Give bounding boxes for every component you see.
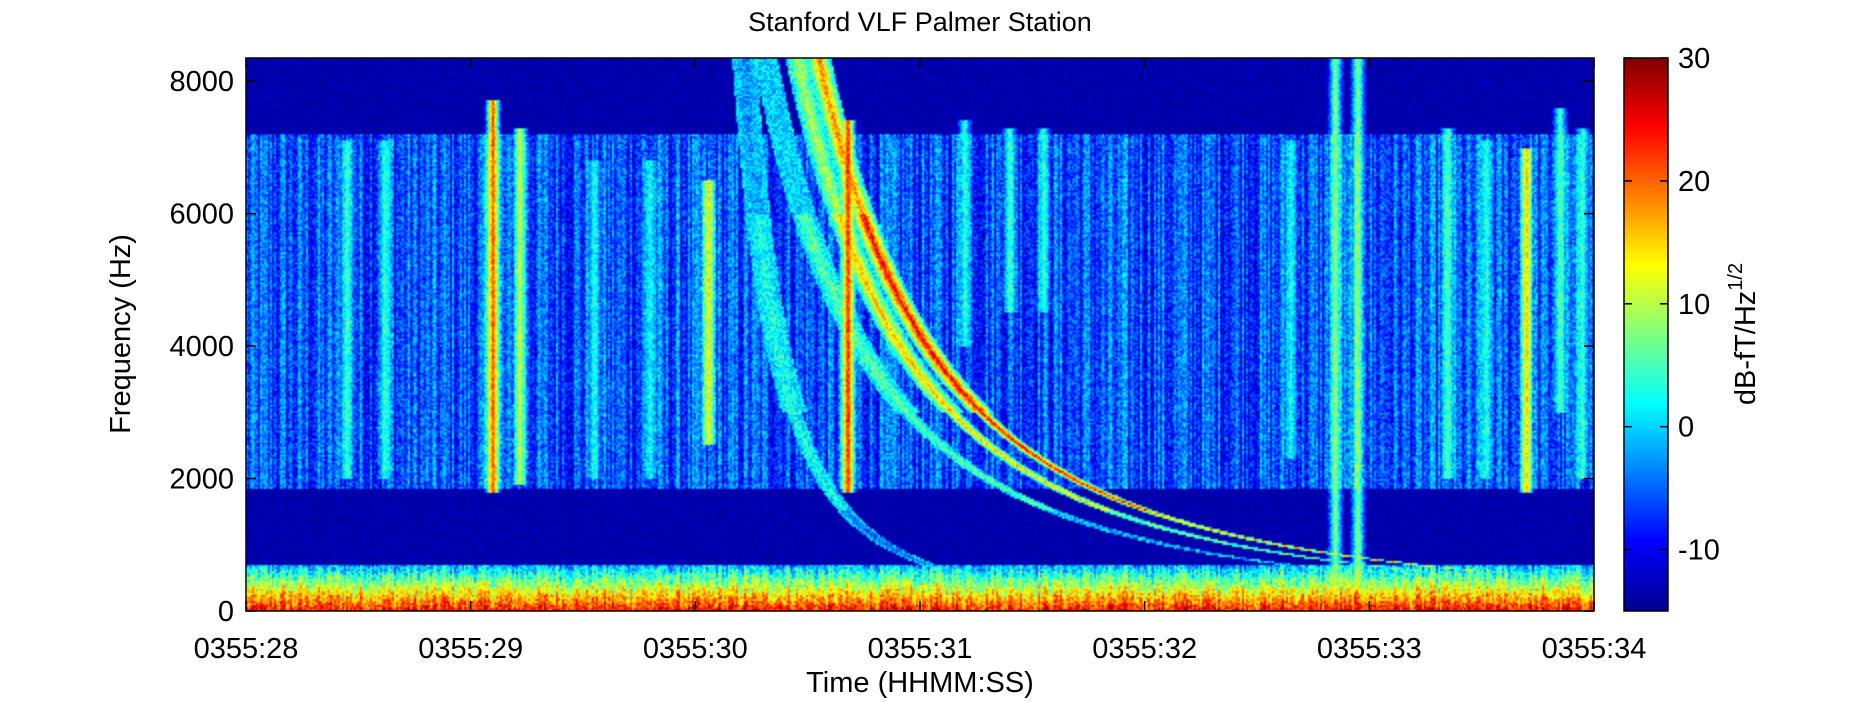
x-tick-label: 0355:29	[418, 633, 523, 665]
colorbar-tick-label: 10	[1678, 289, 1710, 321]
colorbar: -10 0 10 20 30 dB-fT/Hz1/2	[1623, 43, 1762, 612]
spectrogram-image	[246, 58, 1594, 611]
x-tick-label: 0355:30	[643, 633, 748, 665]
x-axis-label: Time (HHMM:SS)	[806, 667, 1034, 699]
x-tick-label: 0355:31	[868, 633, 973, 665]
colorbar-label: dB-fT/Hz1/2	[1725, 263, 1762, 405]
y-tick-label: 6000	[169, 199, 234, 231]
y-axis-label: Frequency (Hz)	[105, 234, 137, 434]
y-tick-label: 4000	[169, 331, 234, 363]
x-tick-label: 0355:28	[194, 633, 299, 665]
y-tick-label: 8000	[169, 66, 234, 98]
y-tick-label: 2000	[169, 464, 234, 496]
y-tick-label: 0	[218, 596, 234, 628]
x-tick-label: 0355:32	[1092, 633, 1197, 665]
colorbar-gradient	[1623, 57, 1669, 612]
x-axis: 0355:28 0355:29 0355:30 0355:31 0355:32 0355:…	[194, 58, 1647, 665]
chart-title: Stanford VLF Palmer Station	[748, 7, 1092, 37]
colorbar-tick-label: 30	[1678, 43, 1710, 75]
colorbar-label-exponent: 1/2	[1725, 263, 1747, 291]
colorbar-ticks: -10 0 10 20 30	[1624, 43, 1720, 567]
x-tick-label: 0355:34	[1542, 633, 1647, 665]
colorbar-tick-label: -10	[1678, 535, 1720, 567]
plot-area	[245, 57, 1595, 612]
colorbar-label-main: dB-fT/Hz	[1730, 291, 1762, 405]
x-tick-label: 0355:33	[1317, 633, 1422, 665]
y-axis: 0 2000 4000 6000 8000	[169, 66, 1594, 628]
colorbar-tick-label: 0	[1678, 412, 1694, 444]
colorbar-tick-label: 20	[1678, 166, 1710, 198]
